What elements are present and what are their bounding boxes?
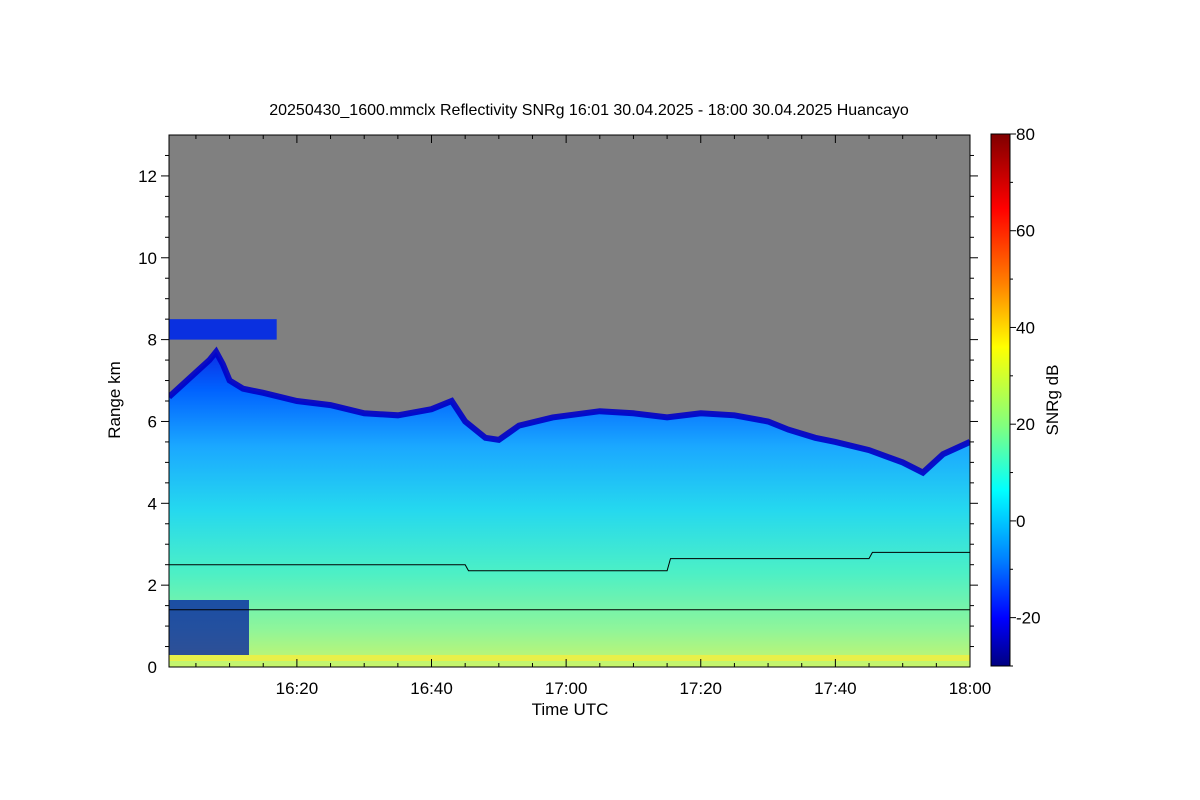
- y-tick-label: 2: [148, 576, 157, 595]
- x-axis-label: Time UTC: [532, 700, 609, 719]
- echo-region: [169, 351, 970, 667]
- surface-band: [169, 655, 970, 661]
- chart-title: 20250430_1600.mmclx Reflectivity SNRg 16…: [269, 102, 909, 119]
- low-level-weak-echo: [169, 600, 249, 660]
- reference-line-1: [169, 551, 970, 572]
- colorbar-label: SNRg dB: [1043, 365, 1062, 436]
- y-tick-label: 12: [138, 167, 157, 186]
- y-axis-label: Range km: [105, 361, 124, 438]
- reference-lines: [169, 551, 970, 611]
- colorbar-ticks: -20 0 20 40 60 80: [1010, 125, 1041, 667]
- x-tick-label: 16:20: [276, 679, 319, 698]
- y-tick-label: 4: [148, 494, 157, 513]
- y-axis: 0 2 4 6 8 10 12: [138, 154, 978, 677]
- colorbar: -20 0 20 40 60 80 SNRg dB: [990, 125, 1062, 667]
- colorbar-tick-label: 60: [1016, 222, 1035, 241]
- x-tick-label: 17:40: [814, 679, 857, 698]
- x-tick-label: 17:00: [545, 679, 588, 698]
- echo-top-edge: [169, 346, 970, 477]
- colorbar-tick-label: 20: [1016, 415, 1035, 434]
- colorbar-gradient: [990, 133, 1011, 667]
- colorbar-tick-label: 0: [1016, 512, 1025, 531]
- y-tick-label: 0: [148, 658, 157, 677]
- colorbar-tick-label: 40: [1016, 318, 1035, 337]
- x-tick-label: 17:20: [679, 679, 722, 698]
- colorbar-tick-label: -20: [1016, 609, 1041, 628]
- upper-cirrus-layer: [169, 319, 277, 340]
- plot-area: [169, 135, 970, 667]
- colorbar-tick-label: 80: [1016, 125, 1035, 144]
- x-tick-label: 18:00: [949, 679, 992, 698]
- y-tick-label: 10: [138, 249, 157, 268]
- x-tick-label: 16:40: [410, 679, 453, 698]
- y-tick-label: 8: [148, 331, 157, 350]
- y-tick-label: 6: [148, 412, 157, 431]
- x-axis: 16:20 16:40 17:00 17:20 17:40 18:00: [195, 135, 992, 698]
